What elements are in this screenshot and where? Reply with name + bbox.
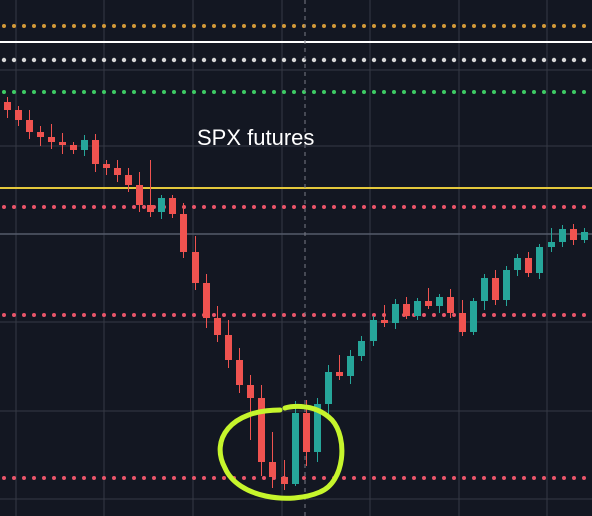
- candlestick-chart[interactable]: SPX futures: [0, 0, 592, 516]
- candle[interactable]: [503, 266, 510, 306]
- chart-title: SPX futures: [197, 125, 314, 150]
- candle[interactable]: [470, 298, 477, 335]
- candle[interactable]: [292, 401, 299, 486]
